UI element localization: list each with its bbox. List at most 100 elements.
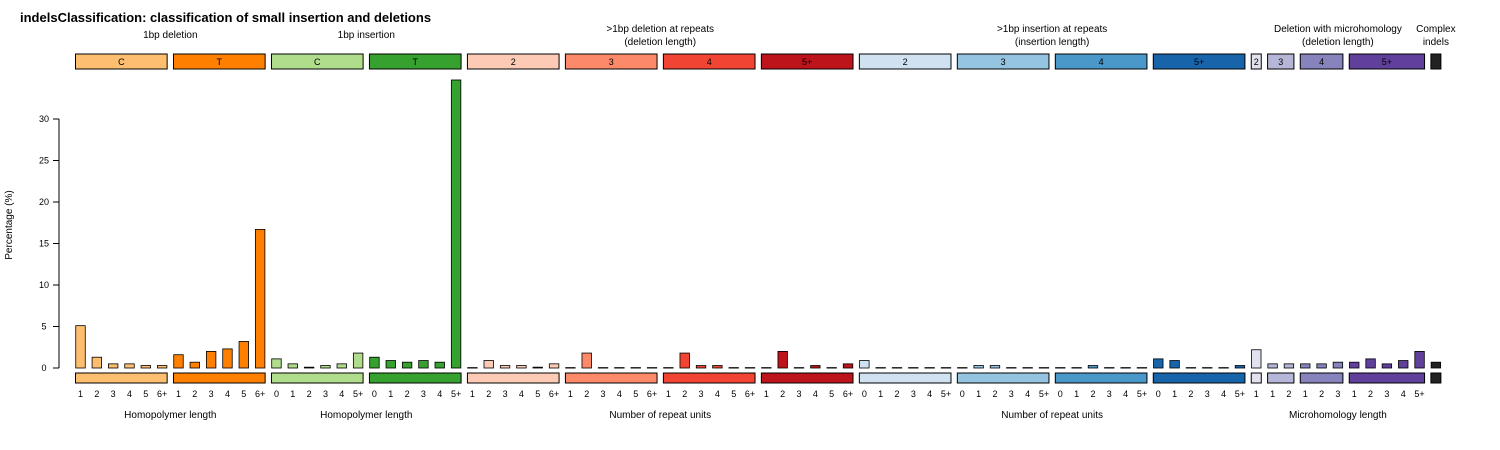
bar — [957, 367, 968, 369]
x-tick-label: 3 — [1335, 389, 1340, 399]
x-tick-label: 2 — [94, 389, 99, 399]
subgroup-box-top — [1348, 53, 1426, 70]
bar — [1055, 367, 1066, 369]
x-tick-label: 4 — [437, 389, 442, 399]
subgroup-box-top — [662, 53, 756, 70]
bar — [1300, 363, 1311, 369]
bar — [630, 367, 641, 369]
x-tick-label: 5+ — [1235, 389, 1245, 399]
bar — [1202, 367, 1213, 369]
bar — [842, 363, 854, 369]
top-group-label: >1bp deletion at repeats — [606, 24, 714, 35]
x-tick-label: 4 — [1401, 389, 1406, 399]
subgroup-box-top — [760, 53, 854, 70]
bar — [1153, 358, 1164, 369]
bar — [859, 360, 870, 369]
subgroup-box-bottom — [1430, 372, 1442, 384]
subgroup-label: 5+ — [802, 57, 812, 67]
subgroup-box-top — [1054, 53, 1148, 70]
subgroup-box-bottom — [1348, 372, 1426, 384]
subgroup-label: 3 — [609, 57, 614, 67]
x-tick-label: 4 — [339, 389, 344, 399]
y-tick-label: 0 — [41, 363, 46, 373]
bar — [238, 341, 249, 369]
x-tick-label: 4 — [715, 389, 720, 399]
subgroup-box-bottom — [662, 372, 756, 384]
subgroup-box-top — [564, 53, 658, 70]
bar — [1316, 363, 1327, 369]
bar — [908, 367, 919, 369]
x-tick-label: 1 — [290, 389, 295, 399]
x-tick-label: 6+ — [549, 389, 559, 399]
subgroup-box-bottom — [75, 372, 168, 384]
bar — [516, 365, 527, 369]
subgroup-box-top — [858, 53, 952, 70]
x-tick-labels: 1 2 3 4 5 6+ 1 2 3 4 5 6+ 0 1 2 3 4 5+ 0 1 2 3 4 5+ 1 2 3 4 5 6+ 1 2 3 4 5… — [78, 389, 1425, 399]
y-axis-label: Percentage (%) — [4, 190, 15, 259]
subgroup-box-bottom — [858, 372, 952, 384]
x-tick-label: 5+ — [1137, 389, 1147, 399]
x-tick-label: 0 — [960, 389, 965, 399]
bottom-group-label: Number of repeat units — [1001, 410, 1103, 421]
bar — [1104, 367, 1115, 369]
bar — [352, 352, 364, 369]
y-tick-label: 15 — [39, 239, 49, 249]
x-tick-label: 1 — [1074, 389, 1079, 399]
x-tick-label: 3 — [601, 389, 606, 399]
x-tick-label: 6+ — [843, 389, 853, 399]
x-tick-label: 5 — [535, 389, 540, 399]
bar — [271, 358, 282, 369]
bar — [875, 367, 886, 369]
subgroup-box-top — [270, 53, 364, 70]
bar — [1414, 350, 1425, 369]
subgroup-box-bottom — [760, 372, 854, 384]
x-tick-label: 3 — [699, 389, 704, 399]
x-tick-label: 4 — [519, 389, 524, 399]
y-tick-label: 30 — [39, 114, 49, 124]
bar — [565, 367, 576, 369]
bar — [826, 367, 837, 369]
x-tick-label: 2 — [486, 389, 491, 399]
bar — [1185, 367, 1197, 369]
bar — [728, 367, 739, 369]
x-tick-label: 5 — [633, 389, 638, 399]
bar — [499, 365, 511, 369]
bar — [1006, 367, 1017, 369]
bar — [189, 361, 200, 369]
x-tick-label: 3 — [323, 389, 328, 399]
bar — [1381, 363, 1393, 369]
x-tick-label: 4 — [1123, 389, 1128, 399]
x-tick-label: 4 — [225, 389, 230, 399]
x-tick-label: 1 — [976, 389, 981, 399]
bar — [597, 367, 609, 369]
subgroup-box-top — [75, 53, 168, 70]
subgroup-label: T — [217, 57, 223, 67]
x-tick-label: 2 — [1188, 389, 1193, 399]
x-tick-label: 4 — [617, 389, 622, 399]
top-group-label: Deletion with microhomology — [1274, 24, 1402, 35]
subgroup-box-top — [1152, 53, 1246, 70]
x-tick-label: 0 — [372, 389, 377, 399]
top-group-label: 1bp deletion — [143, 30, 198, 41]
bar — [761, 367, 772, 369]
x-tick-label: 4 — [813, 389, 818, 399]
subgroup-box-bottom — [1267, 372, 1295, 384]
subgroup-label: 3 — [1001, 57, 1006, 67]
x-tick-label: 0 — [1058, 389, 1063, 399]
bar — [124, 363, 135, 369]
x-tick-label: 2 — [1319, 389, 1324, 399]
bars — [75, 79, 1442, 369]
subgroup-label: 5+ — [1194, 57, 1204, 67]
x-tick-label: 0 — [862, 389, 867, 399]
chart-title: indelsClassification: classification of … — [20, 10, 431, 25]
x-tick-label: 3 — [1009, 389, 1014, 399]
bar — [1349, 361, 1360, 369]
x-tick-label: 4 — [127, 389, 132, 399]
subgroup-box-bottom — [956, 372, 1050, 384]
bar — [401, 361, 413, 369]
x-tick-label: 1 — [78, 389, 83, 399]
bar — [483, 360, 494, 369]
bar — [1267, 363, 1278, 369]
x-tick-label: 3 — [421, 389, 426, 399]
